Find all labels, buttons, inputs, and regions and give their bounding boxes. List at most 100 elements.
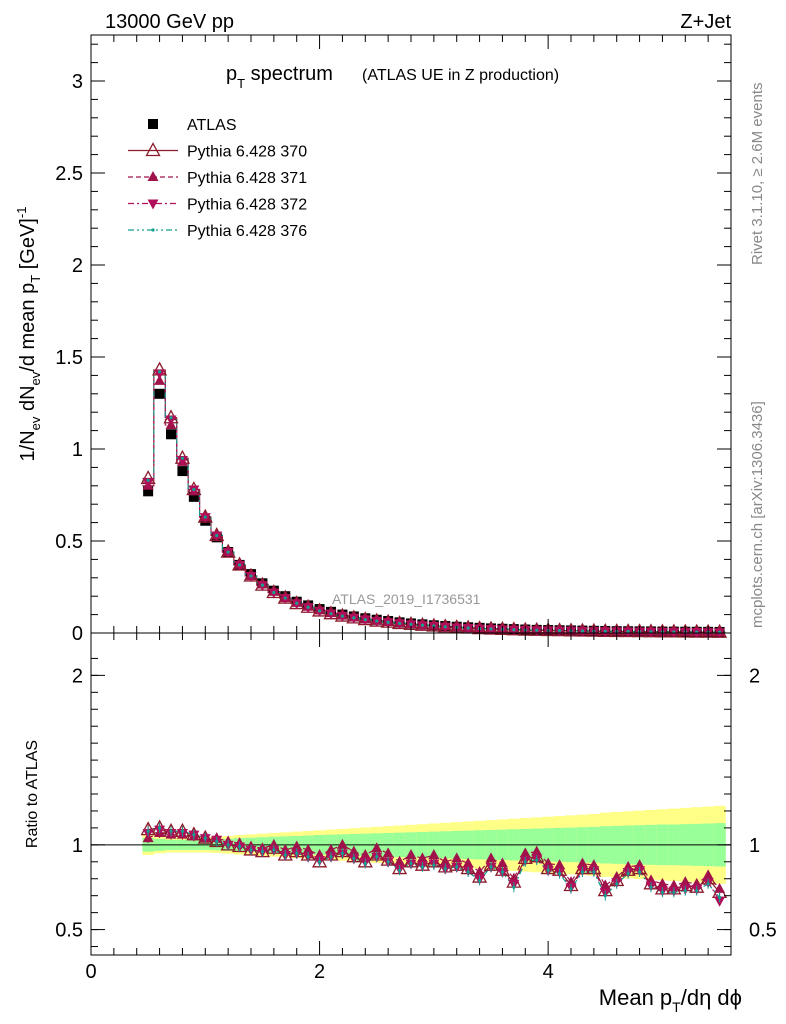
ratio-point-4 [523, 860, 527, 864]
data-point-4 [180, 456, 185, 460]
data-point-4 [535, 628, 539, 632]
ratio-xtick-label: 0 [85, 961, 96, 983]
data-point-4 [386, 620, 390, 624]
energy-label: 13000 GeV pp [105, 11, 234, 33]
analysis-watermark: ATLAS_2019_I1736531 [332, 591, 481, 607]
ratio-point-4 [272, 848, 276, 852]
ratio-point-4 [637, 870, 642, 874]
data-point-4 [363, 617, 367, 622]
ratio-ytick-label: 2 [72, 665, 83, 687]
rivet-label: Rivet 3.1.10, ≥ 2.6M events [749, 83, 766, 266]
ratio-point-2 [382, 847, 394, 858]
data-point-4 [580, 629, 585, 633]
ratio-point-4 [317, 860, 322, 864]
ratio-point-4 [615, 882, 619, 886]
ratio-point-2 [542, 857, 554, 868]
ratio-point-4 [706, 882, 710, 886]
main-panel: 0 0.5 1 1.5 2 2.5 3 [55, 34, 732, 645]
ratio-point-4 [672, 890, 676, 894]
plot-title: pT spectrum (ATLAS UE in Z production) [226, 63, 559, 91]
main-ytick-label: 3 [72, 71, 83, 93]
ratio-point-2 [439, 855, 451, 866]
ratio-point-2 [474, 865, 486, 876]
mcplots-label: mcplots.cern.ch [arXiv:1306.3436] [749, 401, 766, 628]
data-point-4 [215, 533, 219, 538]
ratio-point-4 [203, 836, 207, 840]
ratio-panel: 0.5 0.5 1 1 2 2 0 2 4 [55, 632, 777, 983]
ratio-point-4 [546, 868, 550, 872]
ratio-point-4 [683, 889, 687, 893]
title-suffix: (ATLAS UE in Z production) [362, 67, 559, 84]
ratio-point-4 [592, 870, 596, 874]
ratio-ytick-label-right: 1 [749, 835, 760, 857]
ratio-point-4 [157, 826, 162, 830]
data-point-4 [249, 574, 253, 578]
ratio-xlabel: Mean pT/dη dϕ [599, 985, 742, 1015]
ratio-point-4 [180, 829, 185, 833]
data-point-4 [340, 614, 345, 618]
data-point-3 [142, 478, 154, 489]
data-point-atlas [166, 429, 176, 440]
legend-item: Pythia 6.428 370 [128, 142, 307, 161]
legend-marker [147, 171, 159, 181]
ratio-point-4 [237, 844, 242, 849]
ratio-ytick-label-right: 0.5 [749, 920, 777, 942]
ratio-xtick-label: 4 [543, 961, 554, 983]
data-point-4 [397, 621, 402, 626]
legend-marker [145, 142, 161, 157]
data-point-4 [443, 625, 447, 629]
main-ylabel: 1/Nev dNev/d mean pT [GeV]-1 [14, 207, 43, 462]
data-point-4 [272, 590, 276, 595]
ratio-point-2 [462, 857, 474, 868]
ratio-point-4 [192, 833, 196, 837]
ratio-point-2 [576, 857, 588, 868]
legend-item: Pythia 6.428 372 [128, 197, 307, 214]
main-ytick-label: 2.5 [55, 163, 83, 185]
ratio-ytick-label-right: 2 [749, 665, 760, 687]
ratio-point-4 [375, 855, 379, 859]
ratio-point-2 [394, 855, 406, 866]
ratio-point-4 [466, 870, 470, 874]
data-point-atlas [143, 486, 154, 497]
ratio-point-4 [260, 850, 265, 854]
ratio-point-4 [569, 887, 573, 891]
ratio-point-4 [626, 872, 630, 876]
ratio-point-4 [489, 865, 493, 869]
ratio-point-4 [215, 839, 219, 844]
main-ytick-label: 2 [72, 255, 83, 277]
data-point-4 [626, 629, 630, 634]
data-point-4 [375, 619, 379, 623]
legend-label: Pythia 6.428 371 [187, 170, 307, 187]
ratio-point-2 [599, 879, 611, 890]
legend-marker [151, 228, 155, 232]
ratio-point-4 [226, 843, 230, 847]
ratio-point-4 [603, 894, 607, 898]
legend-label: Pythia 6.428 376 [187, 223, 307, 240]
ratio-point-4 [295, 851, 299, 855]
data-point-4 [352, 616, 356, 620]
ratio-point-2 [451, 852, 463, 863]
ratio-point-2 [291, 840, 303, 851]
ratio-point-4 [397, 868, 402, 872]
ratio-point-2 [702, 869, 714, 880]
main-ytick-label: 0 [72, 623, 83, 645]
legend-marker [148, 119, 158, 129]
ratio-point-2 [496, 857, 508, 868]
ratio-point-2 [325, 843, 337, 854]
data-point-4 [283, 596, 287, 600]
data-point-4 [260, 583, 265, 587]
data-point-3 [176, 456, 188, 467]
data-point-4 [489, 627, 493, 631]
data-point-4 [329, 612, 333, 616]
ratio-point-4 [500, 870, 505, 874]
ratio-point-2 [679, 876, 691, 887]
ratio-point-2 [519, 847, 531, 858]
ratio-point-2 [371, 842, 383, 853]
ratio-point-4 [283, 853, 287, 857]
data-point-3 [165, 415, 177, 426]
ratio-point-4 [386, 860, 390, 864]
data-point-4 [169, 416, 173, 420]
main-ytick-label: 0.5 [55, 531, 83, 553]
ratio-ytick-label: 1 [72, 835, 83, 857]
